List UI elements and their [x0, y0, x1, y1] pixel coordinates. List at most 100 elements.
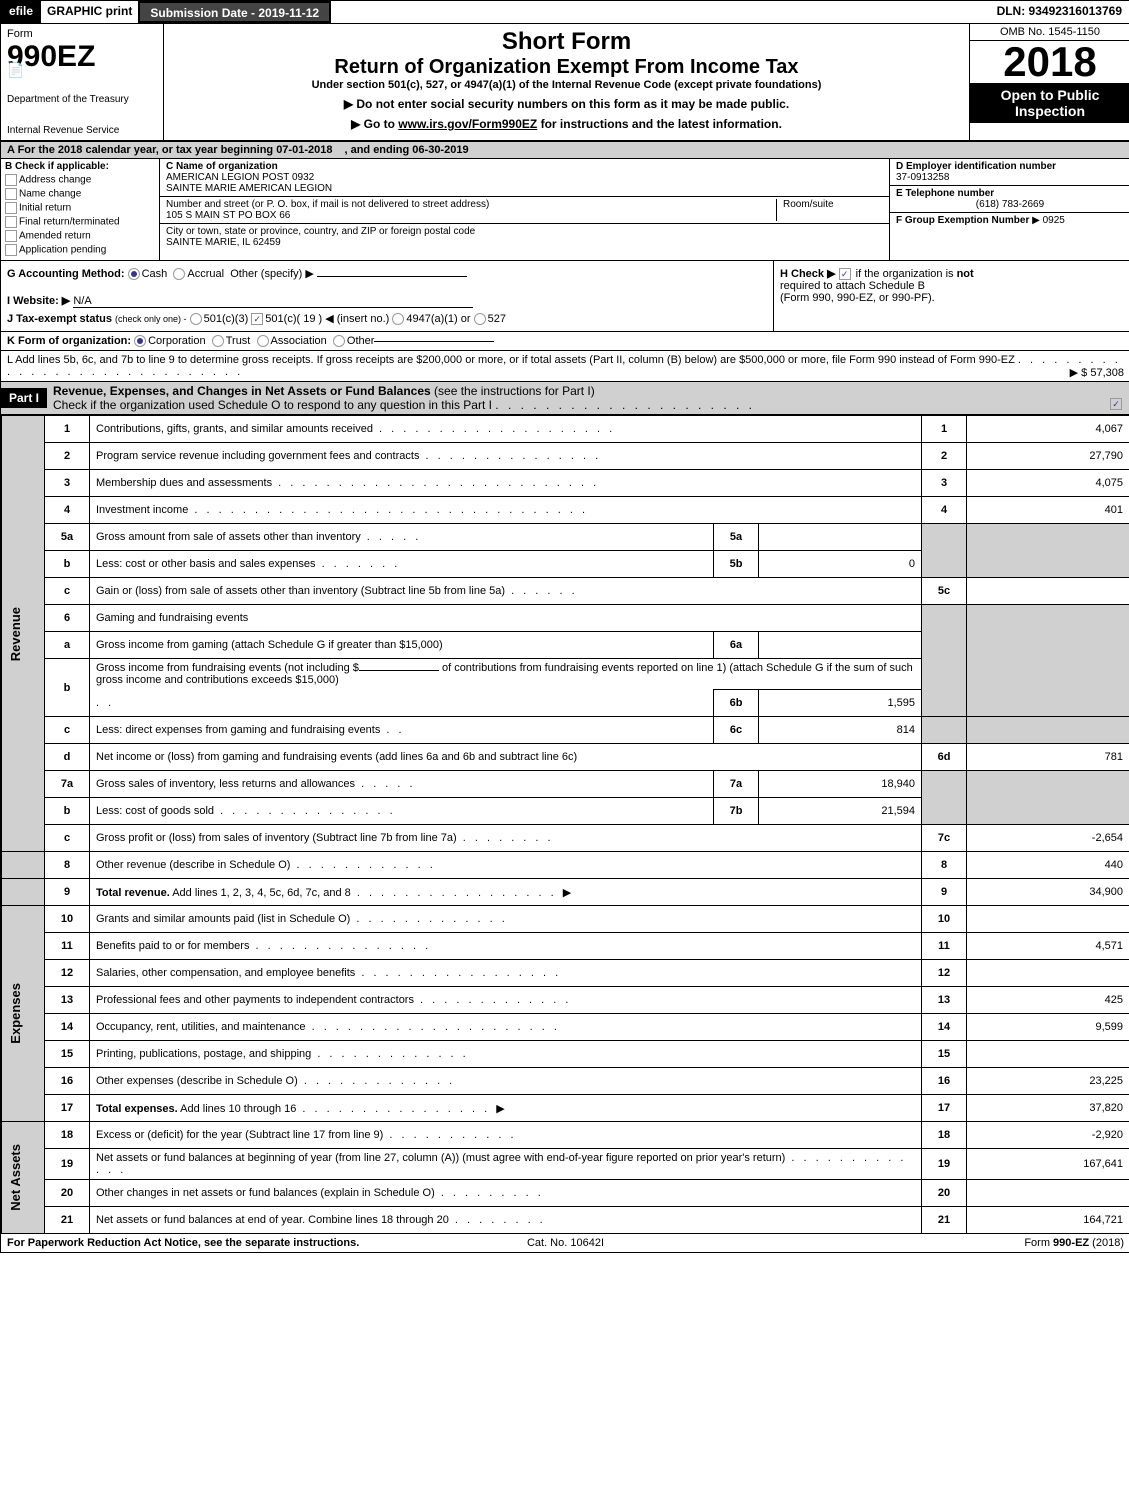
check-name-change[interactable]: Name change [5, 188, 155, 200]
subtitle: Under section 501(c), 527, or 4947(a)(1)… [170, 79, 963, 91]
sub-num: 5b [714, 551, 759, 578]
checkbox-icon [5, 216, 17, 228]
line-value: 37,820 [967, 1095, 1129, 1122]
num-box: 18 [922, 1122, 967, 1149]
line-desc: Gross profit or (loss) from sales of inv… [90, 825, 922, 852]
line-h-text2: required to attach Schedule B [780, 280, 925, 292]
table-row: 16 Other expenses (describe in Schedule … [2, 1068, 1129, 1095]
check-final-return[interactable]: Final return/terminated [5, 216, 155, 228]
grey-box [967, 524, 1129, 578]
num-box: 20 [922, 1180, 967, 1207]
form-header: Form 990EZ 📄 Department of the Treasury … [1, 24, 1129, 142]
line-j-label: J Tax-exempt status [7, 313, 112, 325]
check-amended-return[interactable]: Amended return [5, 230, 155, 242]
website-input[interactable]: N/A [73, 295, 473, 308]
radio-trust[interactable] [212, 335, 224, 347]
org-name-row: C Name of organization AMERICAN LEGION P… [160, 159, 889, 197]
line-num: 7a [45, 771, 90, 798]
radio-4947[interactable] [392, 313, 404, 325]
check-label: Name change [19, 189, 81, 200]
num-box: 13 [922, 987, 967, 1014]
submission-date-button[interactable]: Submission Date - 2019-11-12 [138, 1, 331, 23]
num-box: 4 [922, 497, 967, 524]
table-row: 19 Net assets or fund balances at beginn… [2, 1149, 1129, 1180]
part-1-check-text: Check if the organization used Schedule … [53, 398, 492, 412]
table-row: 20 Other changes in net assets or fund b… [2, 1180, 1129, 1207]
radio-4947-label: 4947(a)(1) or [406, 313, 470, 325]
line-num: 5a [45, 524, 90, 551]
line-num: d [45, 744, 90, 771]
check-label: Address change [19, 175, 91, 186]
line-value: 27,790 [967, 443, 1129, 470]
table-row: Expenses 10 Grants and similar amounts p… [2, 906, 1129, 933]
radio-other[interactable] [333, 335, 345, 347]
sub-value: 18,940 [759, 771, 922, 798]
form-label: Form [7, 28, 157, 40]
line-l-text: L Add lines 5b, 6c, and 7b to line 9 to … [7, 354, 1015, 366]
line-num: 1 [45, 416, 90, 443]
radio-501c3-label: 501(c)(3) [204, 313, 249, 325]
check-schedule-o[interactable] [1110, 398, 1122, 410]
grey-box [922, 524, 967, 578]
line-desc: Membership dues and assessments . . . . … [90, 470, 922, 497]
irs-link[interactable]: www.irs.gov/Form990EZ [398, 117, 537, 131]
line-value: 167,641 [967, 1149, 1129, 1180]
line-desc: Gross sales of inventory, less returns a… [90, 771, 714, 798]
line-desc: Net assets or fund balances at end of ye… [90, 1207, 922, 1234]
part-1-table: Revenue 1 Contributions, gifts, grants, … [1, 415, 1129, 1234]
contributions-input[interactable] [359, 670, 439, 671]
radio-association[interactable] [257, 335, 269, 347]
checkbox-icon [5, 230, 17, 242]
table-row: c Gain or (loss) from sale of assets oth… [2, 578, 1129, 605]
check-501c[interactable] [251, 313, 263, 325]
other-org-input[interactable] [374, 341, 494, 342]
num-box: 2 [922, 443, 967, 470]
num-box: 16 [922, 1068, 967, 1095]
line-h-text1: if the organization is [856, 268, 954, 280]
side-gap [2, 852, 45, 879]
line-desc: Other changes in net assets or fund bala… [90, 1180, 922, 1207]
phone-row: E Telephone number (618) 783-2669 [890, 186, 1129, 213]
city-label: City or town, state or province, country… [166, 226, 883, 237]
radio-accrual-label: Accrual [187, 268, 224, 280]
check-schedule-b[interactable] [839, 268, 851, 280]
num-box: 8 [922, 852, 967, 879]
line-desc: Grants and similar amounts paid (list in… [90, 906, 922, 933]
line-num: 21 [45, 1207, 90, 1234]
radio-assoc-label: Association [271, 335, 327, 347]
line-value [967, 1180, 1129, 1207]
sub-value [759, 632, 922, 659]
line-desc: Benefits paid to or for members . . . . … [90, 933, 922, 960]
footer-center: Cat. No. 10642I [379, 1237, 751, 1249]
radio-cash[interactable] [128, 268, 140, 280]
website-value: N/A [73, 295, 91, 307]
check-501c-label: 501(c)( 19 ) ◀ (insert no.) [265, 313, 389, 325]
line-h-text3: (Form 990, 990-EZ, or 990-PF). [780, 292, 935, 304]
check-application-pending[interactable]: Application pending [5, 244, 155, 256]
radio-corporation[interactable] [134, 335, 146, 347]
radio-other-label: Other [347, 335, 375, 347]
sub-num: 6a [714, 632, 759, 659]
part-1-subtitle: (see the instructions for Part I) [434, 384, 595, 398]
line-num: 4 [45, 497, 90, 524]
line-desc: Excess or (deficit) for the year (Subtra… [90, 1122, 922, 1149]
check-initial-return[interactable]: Initial return [5, 202, 155, 214]
addr-value: 105 S MAIN ST PO BOX 66 [166, 210, 290, 221]
radio-527[interactable] [474, 313, 486, 325]
line-num: b [45, 659, 90, 717]
room-suite-label: Room/suite [776, 199, 883, 221]
group-value: ▶ 0925 [1032, 215, 1065, 226]
box-bcd-row: B Check if applicable: Address change Na… [1, 159, 1129, 261]
group-label: F Group Exemption Number [896, 215, 1029, 226]
box-b-header: B Check if applicable: [5, 161, 155, 172]
radio-501c3[interactable] [190, 313, 202, 325]
line-desc: Net income or (loss) from gaming and fun… [90, 744, 922, 771]
line-num: 19 [45, 1149, 90, 1180]
department-label: Department of the Treasury [7, 94, 157, 105]
radio-accrual[interactable] [173, 268, 185, 280]
check-address-change[interactable]: Address change [5, 174, 155, 186]
line-h-not: not [957, 268, 974, 280]
other-specify-input[interactable] [317, 276, 467, 277]
check-label: Application pending [19, 245, 106, 256]
line-j-small: (check only one) - [115, 314, 187, 324]
